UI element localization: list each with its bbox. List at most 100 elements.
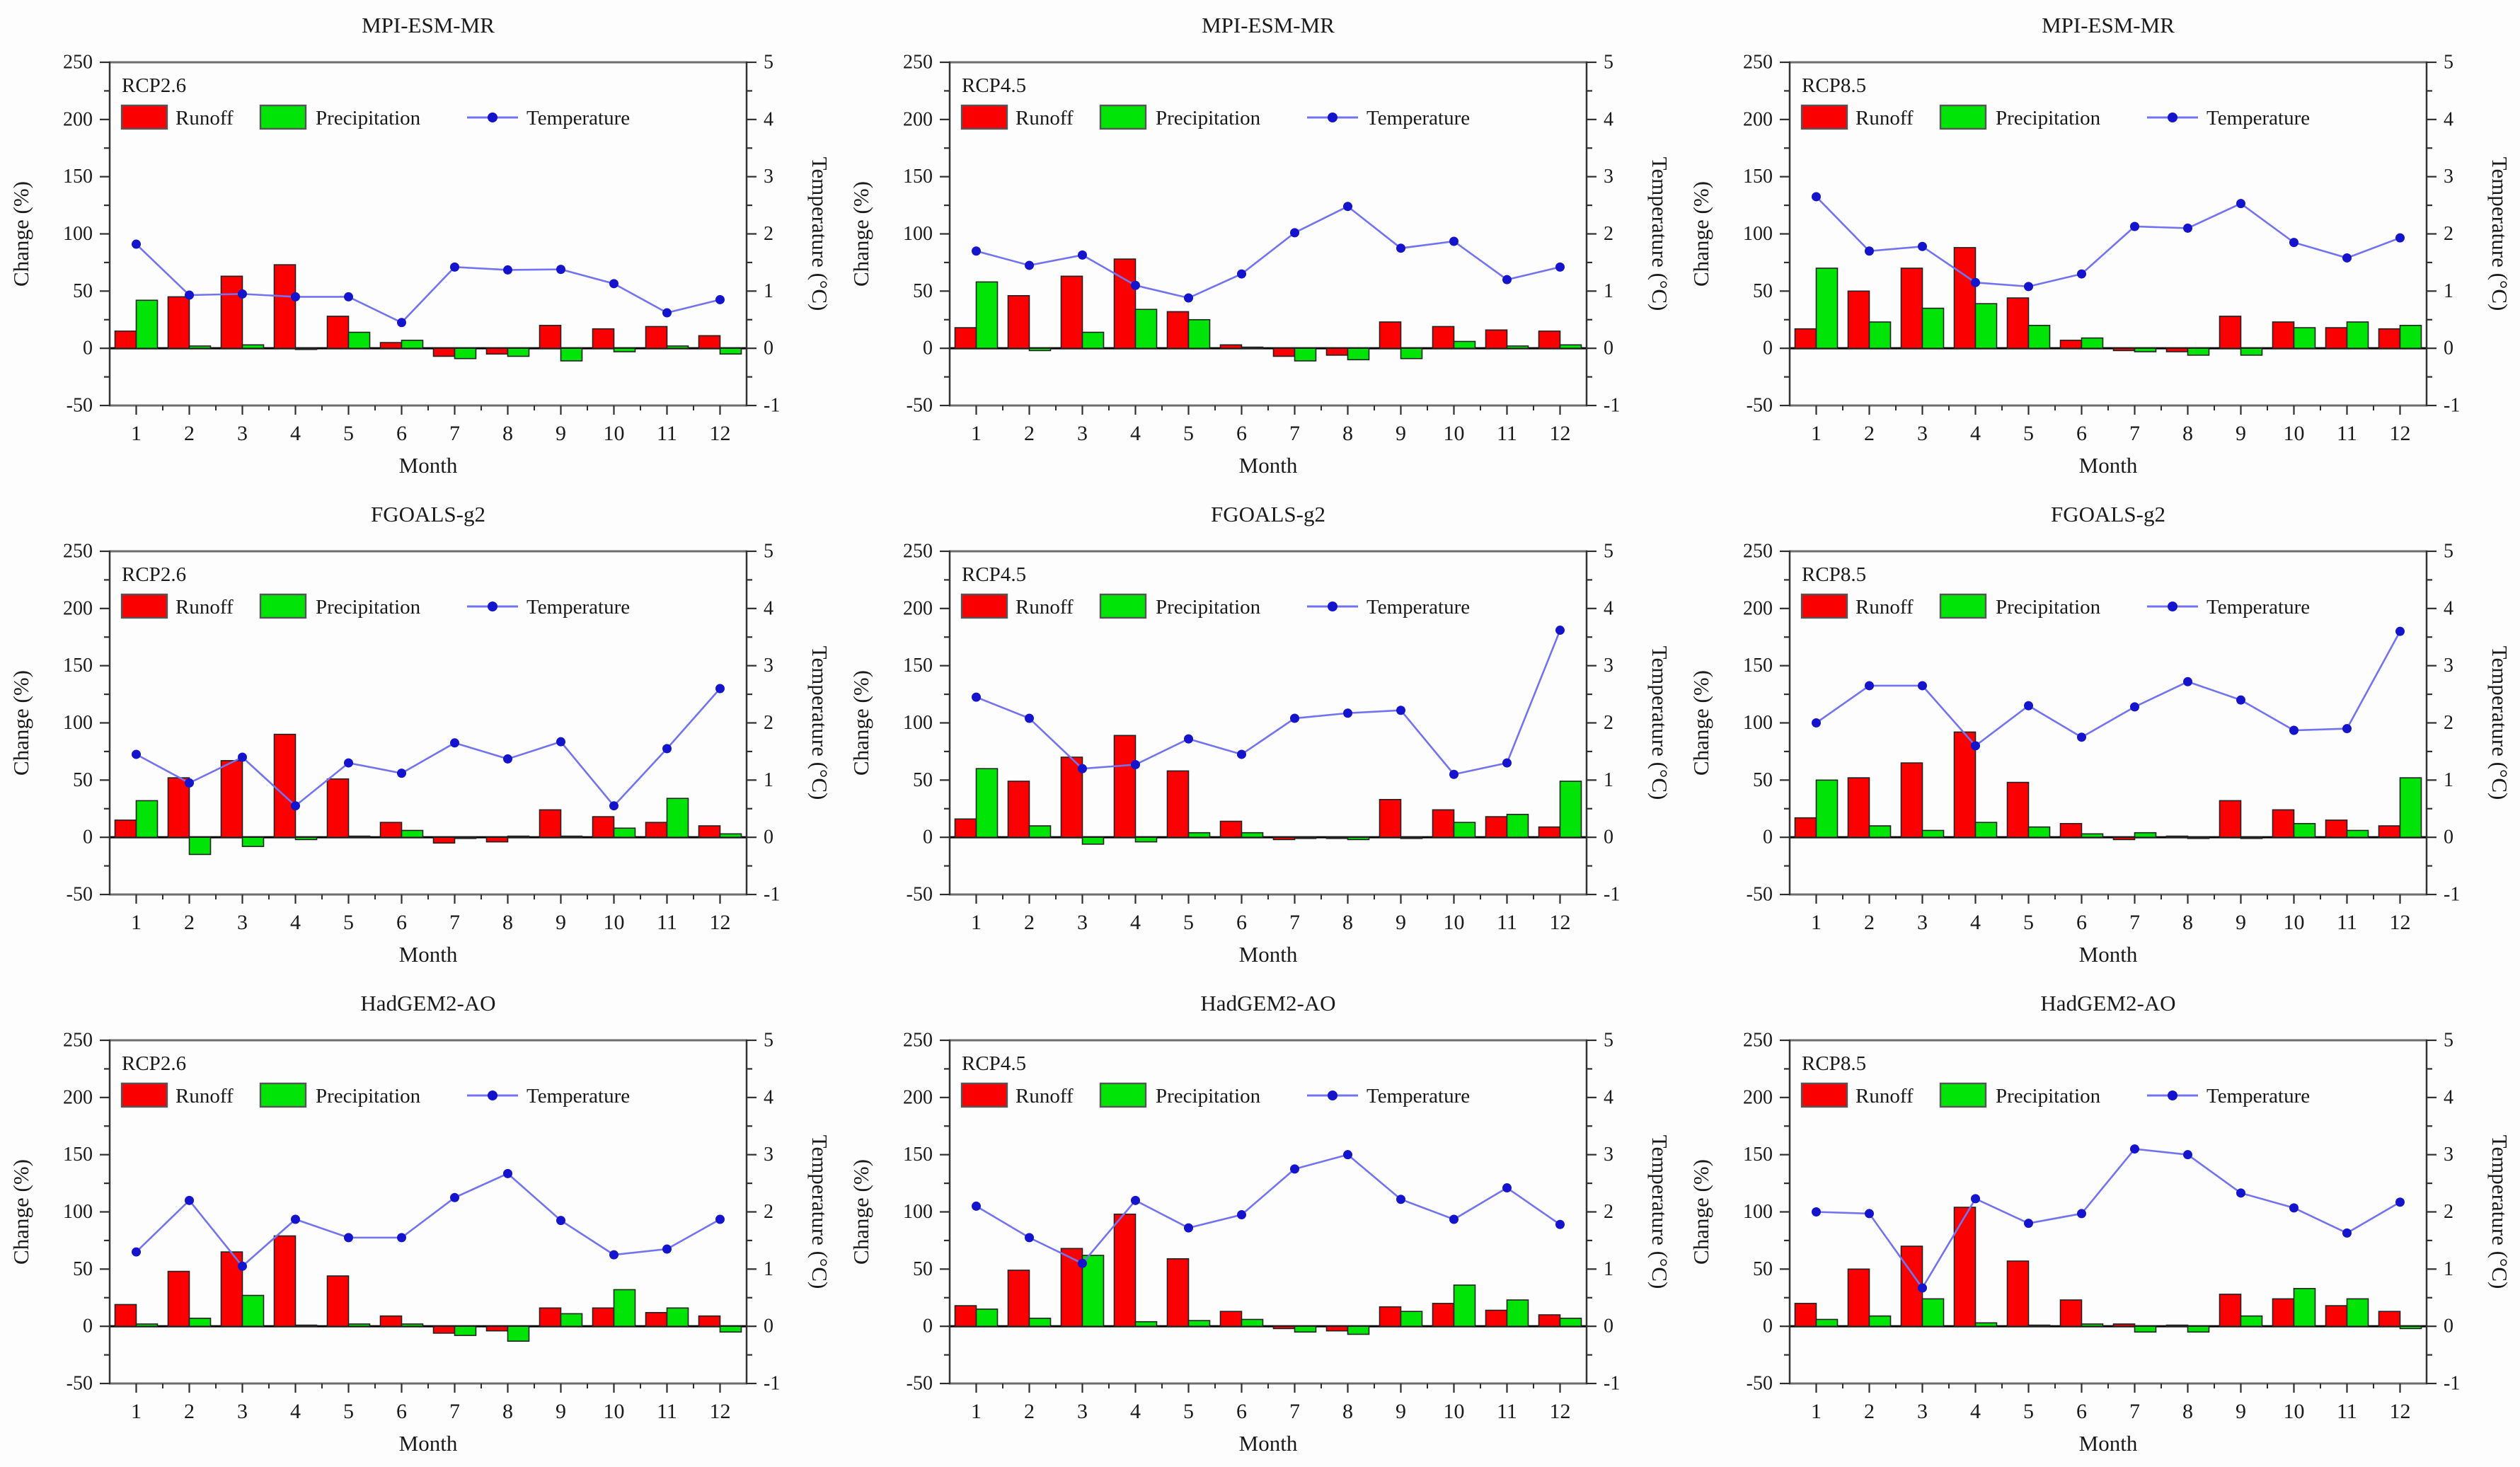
legend-precipitation-label: Precipitation bbox=[1156, 596, 1261, 619]
runoff-bar-m4 bbox=[273, 264, 297, 349]
y-right-axis: -1 0 1 2 3 4 5 bbox=[2427, 52, 2460, 417]
legend-precipitation-swatch bbox=[1939, 1082, 1987, 1108]
temperature-point-m7 bbox=[2130, 702, 2139, 712]
temperature-point-m6 bbox=[2077, 732, 2086, 742]
runoff-bar-m6 bbox=[2059, 340, 2083, 349]
temperature-point-m3 bbox=[1078, 764, 1087, 773]
y-left-axis: -50 0 50 100 150 200 250 bbox=[63, 1030, 110, 1395]
y-left-tick-label: 200 bbox=[903, 108, 933, 130]
y-left-axis-label: Change (%) bbox=[8, 1159, 33, 1265]
x-tick-label: 9 bbox=[1396, 1400, 1406, 1423]
temperature-point-m7 bbox=[450, 1192, 459, 1202]
precipitation-bar-m4 bbox=[1134, 836, 1158, 843]
legend-temperature-label: Temperature bbox=[527, 107, 630, 130]
x-tick-label: 7 bbox=[449, 422, 460, 445]
y-right-tick-label: 3 bbox=[2444, 1144, 2453, 1166]
temperature-point-m3 bbox=[1078, 1258, 1087, 1268]
runoff-bar-m9 bbox=[1379, 1306, 1402, 1327]
y-left-axis: -50 0 50 100 150 200 250 bbox=[903, 1030, 950, 1395]
x-tick-label: 6 bbox=[2076, 422, 2087, 445]
x-tick-label: 3 bbox=[1077, 911, 1088, 934]
precipitation-bar-m11 bbox=[2346, 1298, 2369, 1327]
y-right-tick-label: 5 bbox=[1604, 541, 1613, 563]
temperature-point-m12 bbox=[2395, 626, 2405, 636]
temperature-point-m11 bbox=[662, 1244, 672, 1254]
temperature-point-m7 bbox=[450, 738, 459, 748]
temperature-point-m4 bbox=[1131, 1195, 1140, 1205]
temperature-point-m3 bbox=[238, 1261, 247, 1271]
runoff-bar-m5 bbox=[1166, 311, 1190, 349]
runoff-bar-m7 bbox=[2112, 347, 2136, 352]
precipitation-bar-m4 bbox=[1974, 822, 1998, 838]
temperature-line bbox=[135, 243, 720, 324]
x-axis-label: Month bbox=[399, 1431, 458, 1456]
x-tick-label: 6 bbox=[2076, 1400, 2087, 1423]
y-right-tick-label: 0 bbox=[2444, 338, 2453, 359]
runoff-bar-m12 bbox=[1538, 1314, 1561, 1327]
x-tick-label: 2 bbox=[184, 1400, 195, 1423]
y-left-axis: -50 0 50 100 150 200 250 bbox=[903, 52, 950, 417]
temperature-line bbox=[976, 205, 1560, 299]
precipitation-bars bbox=[1815, 267, 2422, 356]
precipitation-bar-m12 bbox=[1559, 344, 1582, 349]
precipitation-bar-m7 bbox=[454, 836, 477, 839]
precipitation-bar-m11 bbox=[1506, 1299, 1529, 1327]
precipitation-bar-m3 bbox=[1921, 1298, 1945, 1327]
y-right-tick-label: -1 bbox=[1604, 884, 1620, 906]
x-tick-label: 8 bbox=[502, 422, 513, 445]
temperature-point-m1 bbox=[1812, 1207, 1821, 1216]
x-tick-label: 5 bbox=[1183, 911, 1194, 934]
runoff-bar-m4 bbox=[273, 733, 297, 838]
chart-title: FGOALS-g2 bbox=[1211, 502, 1325, 527]
temperature-point-m5 bbox=[2024, 282, 2033, 292]
precipitation-bar-m4 bbox=[1134, 1321, 1158, 1327]
temperature-points bbox=[1812, 1144, 2405, 1293]
y-right-axis-label: Temperature (°C) bbox=[807, 646, 832, 800]
y-left-tick-label: 150 bbox=[1743, 166, 1773, 188]
temperature-point-m8 bbox=[2183, 677, 2192, 686]
temperature-point-m11 bbox=[1502, 1183, 1512, 1193]
runoff-bars bbox=[1794, 731, 2401, 841]
x-tick-label: 7 bbox=[1289, 422, 1300, 445]
runoff-bar-m6 bbox=[1219, 1311, 1243, 1327]
precipitation-bar-m10 bbox=[613, 1289, 636, 1327]
x-tick-label: 12 bbox=[2390, 911, 2411, 934]
x-tick-label: 2 bbox=[1024, 1400, 1035, 1423]
y-right-tick-label: 0 bbox=[764, 1316, 773, 1337]
x-tick-label: 3 bbox=[237, 911, 248, 934]
x-tick-label: 8 bbox=[2182, 422, 2193, 445]
y-left-tick-label: 250 bbox=[1743, 52, 1773, 74]
y-left-tick-label: -50 bbox=[1747, 884, 1773, 906]
y-right-tick-label: 3 bbox=[1604, 166, 1613, 188]
legend-precipitation-swatch bbox=[1939, 593, 1987, 619]
x-axis-label: Month bbox=[1239, 453, 1298, 478]
runoff-bar-m11 bbox=[645, 326, 668, 349]
temperature-point-m10 bbox=[609, 801, 619, 811]
precipitation-bar-m8 bbox=[2187, 347, 2210, 356]
temperature-points bbox=[1812, 626, 2405, 751]
precipitation-bars bbox=[135, 798, 742, 856]
legend-precipitation-label: Precipitation bbox=[1996, 1085, 2101, 1108]
y-left-tick-label: 250 bbox=[1743, 1030, 1773, 1052]
legend-precipitation-label: Precipitation bbox=[1996, 596, 2101, 619]
temperature-point-m4 bbox=[1131, 280, 1140, 290]
x-tick-label: 9 bbox=[556, 1400, 566, 1423]
y-right-tick-label: 4 bbox=[1604, 108, 1613, 130]
y-left-tick-label: 50 bbox=[913, 1258, 933, 1280]
x-tick-label: 11 bbox=[1497, 1400, 1517, 1423]
precipitation-bar-m3 bbox=[1081, 1255, 1105, 1327]
y-left-tick-label: 0 bbox=[923, 338, 933, 359]
precipitation-bar-m12 bbox=[2399, 1325, 2422, 1330]
temperature-point-m1 bbox=[972, 1201, 981, 1211]
runoff-bar-m6 bbox=[1219, 820, 1243, 838]
y-right-tick-label: -1 bbox=[2444, 1373, 2460, 1395]
legend: Runoff Precipitation Temperature bbox=[1800, 104, 2310, 130]
x-axis-label: Month bbox=[2079, 1431, 2138, 1456]
x-tick-label: 3 bbox=[1917, 911, 1928, 934]
y-right-axis-label: Temperature (°C) bbox=[1647, 646, 1672, 800]
y-left-tick-label: -50 bbox=[1747, 1373, 1773, 1395]
runoff-bar-m12 bbox=[2378, 328, 2401, 349]
x-tick-label: 4 bbox=[290, 1400, 301, 1423]
